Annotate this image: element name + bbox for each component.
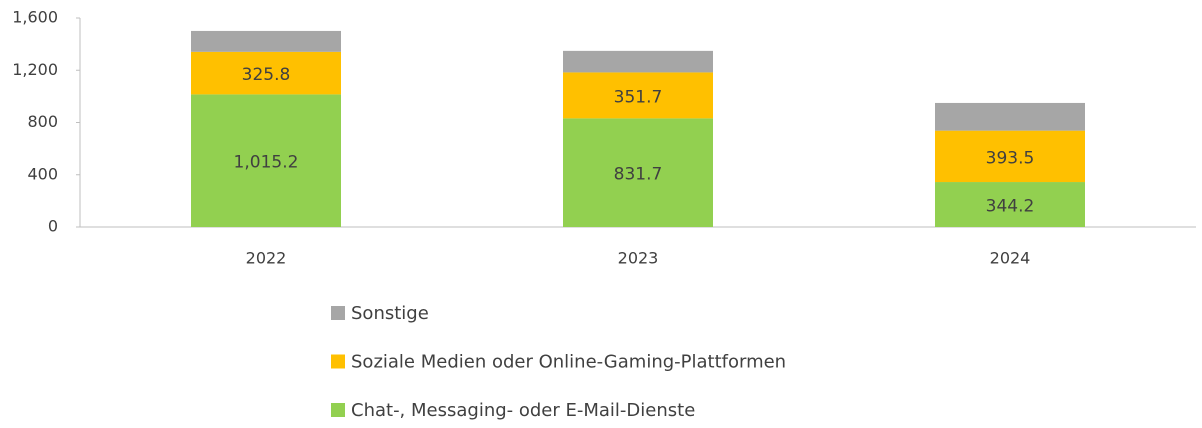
bar-segment <box>191 51 341 95</box>
x-tick-label: 2022 <box>246 249 287 268</box>
legend-label: Sonstige <box>351 303 429 324</box>
bar-segment <box>935 130 1085 183</box>
bar-segment <box>563 72 713 119</box>
bar-segment <box>191 94 341 228</box>
data-label: 1,015.2 <box>234 153 299 173</box>
y-tick-label: 1,200 <box>12 60 58 79</box>
y-tick-label: 800 <box>27 112 58 131</box>
data-label: 351.7 <box>614 87 663 107</box>
bar-segment <box>191 30 341 52</box>
bar-segment <box>935 102 1085 131</box>
y-tick-label: 400 <box>27 164 58 183</box>
y-tick-label: 0 <box>48 217 58 236</box>
legend-swatch <box>331 403 345 417</box>
y-tick-label: 1,600 <box>12 8 58 27</box>
x-tick-label: 2023 <box>618 249 659 268</box>
bar-segment <box>563 118 713 227</box>
bar-segment <box>563 50 713 73</box>
data-label: 393.5 <box>986 148 1035 168</box>
data-label: 831.7 <box>614 165 663 185</box>
data-label: 325.8 <box>242 65 291 85</box>
legend-label: Chat-, Messaging- oder E-Mail-Dienste <box>351 400 695 421</box>
legend-label: Soziale Medien oder Online-Gaming-Plattf… <box>351 352 786 373</box>
legend-swatch <box>331 354 345 369</box>
data-label: 344.2 <box>986 197 1035 217</box>
x-tick-label: 2024 <box>990 249 1031 268</box>
bar-segment <box>935 182 1085 227</box>
legend-swatch <box>331 306 345 320</box>
